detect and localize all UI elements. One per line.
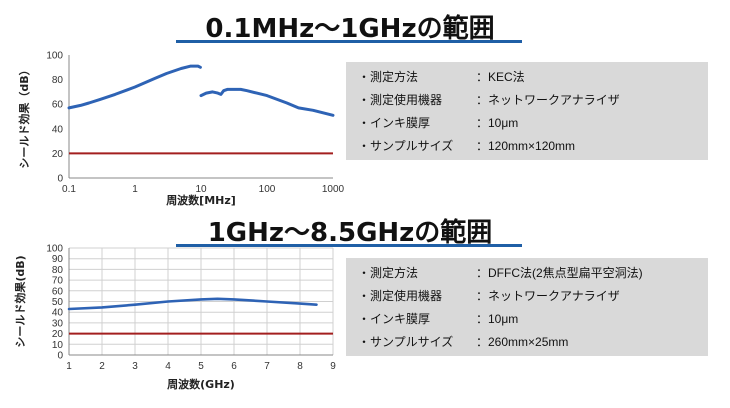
info-label: ・測定使用機器 — [358, 289, 443, 303]
y-tick-label: 40 — [52, 124, 64, 135]
info-value: ：DFFC法(2焦点型扁平空洞法) — [476, 266, 643, 280]
info-label: ・インキ膜厚 — [358, 116, 431, 130]
y-axis-label: シールド効果（dB） — [17, 64, 31, 168]
x-tick-label: 0.1 — [62, 184, 76, 195]
info-row-size: ・サンプルサイズ ：120mm×120mm — [346, 136, 708, 156]
info-panel-1: ・測定方法 ：KEC法 ・測定使用機器 ：ネットワークアナライザ ・インキ膜厚 … — [346, 62, 708, 160]
x-tick-label: 9 — [330, 361, 336, 372]
x-tick-label: 6 — [231, 361, 237, 372]
info-row-thickness: ・インキ膜厚 ：10μm — [346, 309, 708, 329]
info-row-device: ・測定使用機器 ：ネットワークアナライザ — [346, 286, 708, 306]
x-axis-label: 周波数[MHz] — [166, 193, 236, 207]
y-tick-label: 80 — [52, 75, 64, 86]
x-tick-label: 1000 — [322, 184, 345, 195]
section1-title-rule — [176, 40, 522, 43]
x-tick-label: 3 — [132, 361, 138, 372]
info-value: ：120mm×120mm — [476, 139, 576, 153]
info-value: ：260mm×25mm — [476, 335, 569, 349]
info-label: ・サンプルサイズ — [358, 335, 454, 349]
info-value: ：KEC法 — [476, 70, 525, 84]
info-row-size: ・サンプルサイズ ：260mm×25mm — [346, 332, 708, 352]
y-tick-label: 40 — [52, 308, 64, 319]
x-tick-label: 10 — [195, 184, 207, 195]
info-row-device: ・測定使用機器 ：ネットワークアナライザ — [346, 90, 708, 110]
info-value: ：10μm — [476, 116, 519, 130]
x-tick-label: 1 — [66, 361, 72, 372]
y-tick-label: 100 — [46, 244, 63, 255]
y-tick-label: 90 — [52, 254, 64, 265]
y-tick-label: 20 — [52, 149, 64, 160]
x-tick-label: 100 — [259, 184, 276, 195]
info-label: ・測定方法 — [358, 266, 419, 280]
info-row-method: ・測定方法 ：KEC法 — [346, 67, 708, 87]
y-tick-label: 60 — [52, 286, 64, 297]
y-tick-label: 70 — [52, 276, 64, 287]
x-tick-label: 7 — [264, 361, 270, 372]
y-tick-label: 0 — [57, 174, 63, 185]
section2-title: 1GHz～8.5GHzの範囲 — [207, 218, 493, 248]
info-value: ：10μm — [476, 312, 519, 326]
y-tick-label: 0 — [57, 351, 63, 362]
x-tick-label: 1 — [132, 184, 138, 195]
y-tick-label: 60 — [52, 100, 64, 111]
info-value: ：ネットワークアナライザ — [476, 289, 620, 303]
info-label: ・インキ膜厚 — [358, 312, 431, 326]
series-line — [199, 87, 335, 117]
info-value: ：ネットワークアナライザ — [476, 93, 620, 107]
y-tick-label: 50 — [52, 297, 64, 308]
series-line — [67, 64, 202, 110]
y-tick-label: 20 — [52, 329, 64, 340]
y-tick-label: 100 — [46, 51, 63, 62]
y-tick-label: 30 — [52, 318, 64, 329]
info-label: ・測定使用機器 — [358, 93, 443, 107]
info-panel-2: ・測定方法 ：DFFC法(2焦点型扁平空洞法) ・測定使用機器 ：ネットワークア… — [346, 258, 708, 356]
section1-title: 0.1MHz～1GHzの範囲 — [205, 14, 495, 44]
y-tick-label: 80 — [52, 265, 64, 276]
info-label: ・サンプルサイズ — [358, 139, 454, 153]
series-line — [67, 297, 318, 311]
y-axis-label: シールド効果(dB) — [13, 255, 27, 347]
x-tick-label: 5 — [198, 361, 204, 372]
info-row-method: ・測定方法 ：DFFC法(2焦点型扁平空洞法) — [346, 263, 708, 283]
x-tick-label: 8 — [297, 361, 303, 372]
x-tick-label: 4 — [165, 361, 171, 372]
x-tick-label: 2 — [99, 361, 105, 372]
section2-title-rule — [176, 244, 522, 247]
info-row-thickness: ・インキ膜厚 ：10μm — [346, 113, 708, 133]
y-tick-label: 10 — [52, 340, 64, 351]
x-axis-label: 周波数(GHz) — [167, 377, 235, 391]
info-label: ・測定方法 — [358, 70, 419, 84]
